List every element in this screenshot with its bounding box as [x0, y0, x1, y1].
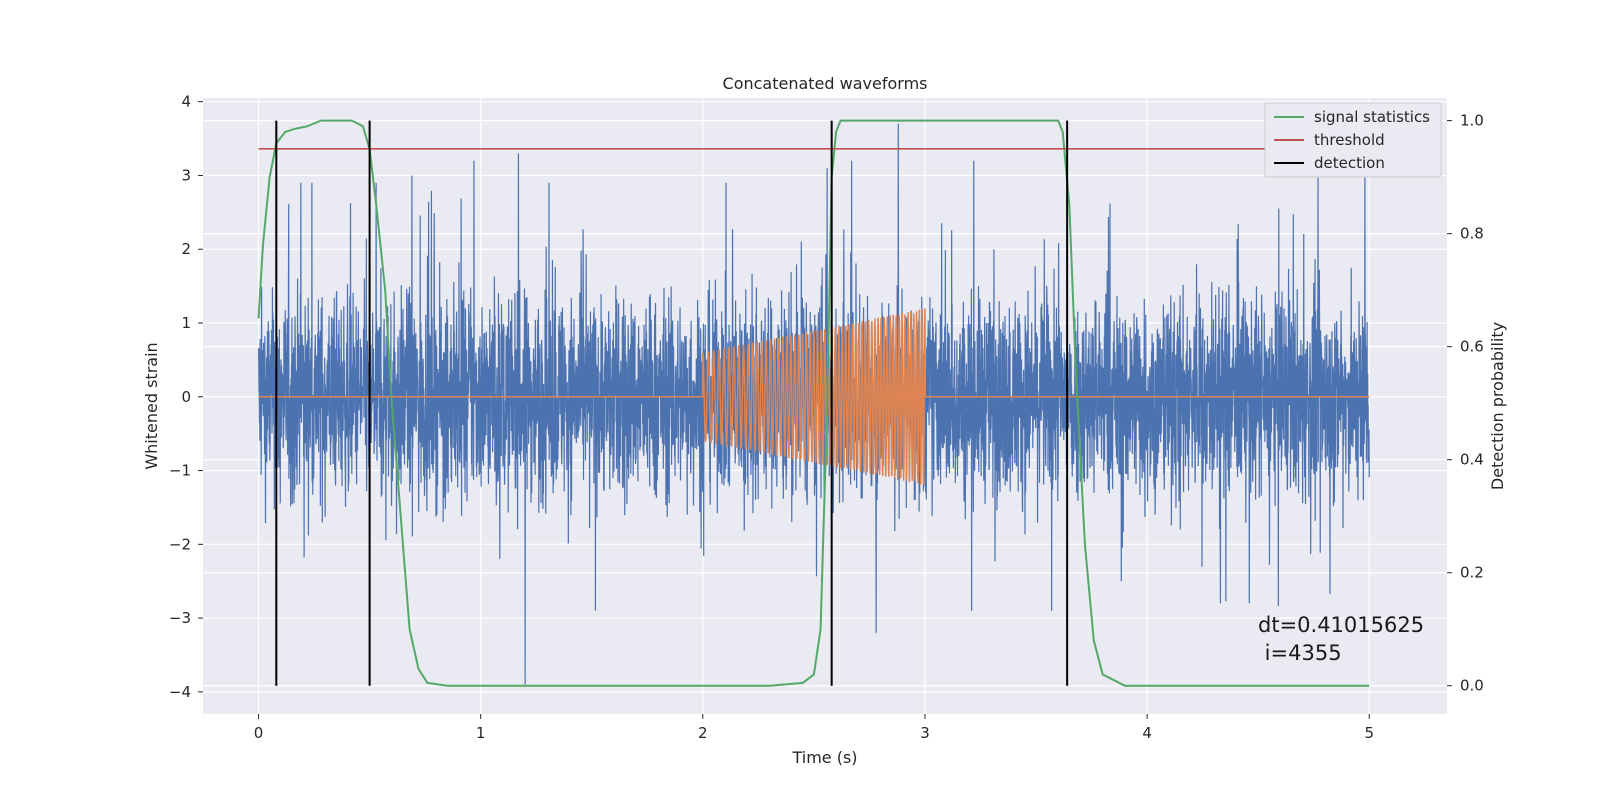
y-tick-label-0: −4 [169, 683, 191, 701]
chart-title: Concatenated waveforms [723, 74, 928, 93]
legend-label-signal-statistics: signal statistics [1314, 108, 1430, 126]
legend-label-detection: detection [1314, 154, 1385, 172]
y-tick-label-6: 2 [181, 240, 191, 258]
x-tick-label-5: 5 [1364, 724, 1374, 742]
annotation-dt: dt=0.41015625 [1258, 613, 1424, 637]
y-tick-label-3: −1 [169, 462, 191, 480]
injected-signal-series [258, 308, 1370, 486]
x-tick-label-4: 4 [1142, 724, 1152, 742]
y2-axis-label: Detection probability [1488, 322, 1507, 490]
y-tick-label-2: −2 [169, 535, 191, 553]
signal-statistics-line [257, 119, 1370, 687]
y-tick-label-5: 1 [181, 314, 191, 332]
annotation-i: i=4355 [1258, 641, 1342, 665]
y2-tick-label-5: 1.0 [1460, 112, 1484, 130]
x-axis-label: Time (s) [791, 748, 857, 767]
x-tick-label-0: 0 [254, 724, 264, 742]
legend-label-threshold: threshold [1314, 131, 1385, 149]
y-tick-label-4: 0 [181, 388, 191, 406]
probability-layer [257, 119, 1392, 687]
ticks: 0 1 2 3 4 5 −4 −3 −2 −1 0 1 2 3 4 0.0 0.2 0.4 0.6 0.8 1.0 [169, 93, 1484, 742]
legend: signal statistics threshold detection [1264, 102, 1442, 178]
y-axis-label: Whitened strain [142, 342, 161, 469]
x-tick-label-3: 3 [920, 724, 930, 742]
x-tick-label-2: 2 [698, 724, 708, 742]
y2-tick-label-4: 0.8 [1460, 225, 1484, 243]
y2-tick-label-3: 0.6 [1460, 338, 1484, 356]
y2-tick-label-2: 0.4 [1460, 451, 1484, 469]
y-tick-label-7: 3 [181, 166, 191, 184]
y2-tick-label-0: 0.0 [1460, 677, 1484, 695]
legend-box [1264, 102, 1442, 178]
y-tick-label-8: 4 [181, 93, 191, 111]
x-tick-label-1: 1 [476, 724, 486, 742]
y2-tick-label-1: 0.2 [1460, 564, 1484, 582]
injected-signal-line [258, 308, 1370, 486]
annotations: dt=0.41015625 i=4355 [1258, 613, 1424, 665]
y-tick-label-1: −3 [169, 609, 191, 627]
